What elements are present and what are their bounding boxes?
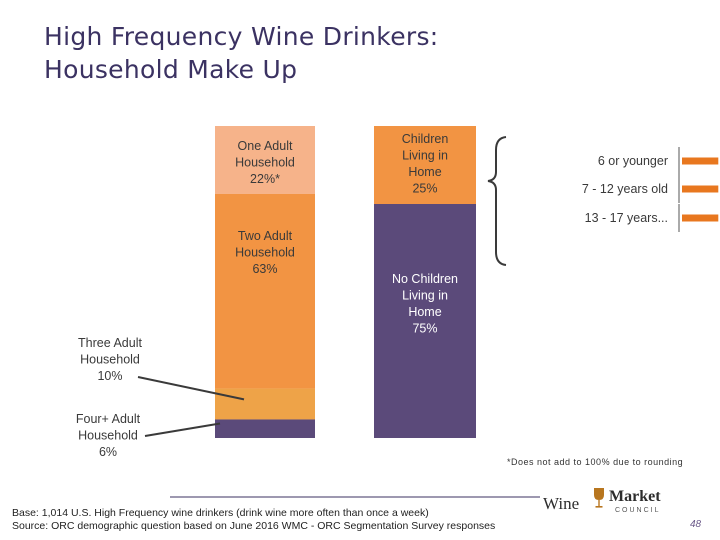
household-label-one-line: One Adult	[238, 139, 293, 153]
logo-wine-text: Wine	[543, 494, 580, 513]
age-category-label: 13 - 17 years...	[585, 211, 668, 225]
page-number: 48	[690, 519, 702, 530]
household-segment-one	[215, 126, 315, 194]
children-label-children-line: 25%	[412, 182, 437, 196]
children-label-nochildren: No Children Living in Home 75%	[392, 272, 458, 336]
household-label-two-line: 63%	[252, 262, 277, 276]
children-segment-children	[374, 126, 476, 204]
household-label-one-line: 22%*	[250, 172, 280, 186]
logo-council-text: COUNCIL	[615, 507, 661, 514]
wine-glass-icon	[594, 488, 604, 508]
children-label-children-line: Children	[402, 132, 449, 146]
children-label-nochildren-line: 75%	[412, 322, 437, 336]
household-label-three: Three Adult Household 10%	[78, 336, 142, 383]
leader-line-three	[137, 376, 245, 401]
leader-lines: Three Adult Household 10% Four+ Adult Househ…	[76, 336, 245, 459]
age-category-label: 7 - 12 years old	[582, 182, 668, 196]
household-label-one: One Adult Household 22%*	[235, 139, 295, 186]
children-label-children-line: Living in	[402, 149, 448, 163]
children-label-nochildren-line: No Children	[392, 272, 458, 286]
household-label-two: Two Adult Household 63%	[235, 229, 295, 276]
household-label-four-line: Four+ Adult	[76, 412, 141, 426]
wine-market-council-logo: Wine Market COUNCIL	[543, 485, 663, 521]
household-label-two-line: Household	[235, 245, 295, 259]
brace-shape	[487, 136, 507, 266]
age-bar	[682, 185, 719, 193]
household-label-one-line: Household	[235, 156, 295, 170]
household-size-bar: One Adult Household 22%* Two Adult Household…	[215, 126, 315, 438]
children-label-children: Children Living in Home 25%	[402, 132, 449, 196]
household-segment-four	[215, 419, 315, 438]
slide-title: High Frequency Wine Drinkers: Household …	[44, 22, 439, 84]
household-label-four-line: 6%	[99, 445, 117, 459]
footer: Base: 1,014 U.S. High Frequency wine dri…	[12, 507, 495, 533]
household-segment-three	[215, 388, 315, 420]
children-segment-nochildren	[374, 204, 476, 438]
rounding-note: *Does not add to 100% due to rounding	[507, 457, 683, 467]
children-bar: Children Living in Home 25% No Children Livin…	[374, 126, 476, 438]
logo-market-text: Market	[609, 488, 661, 505]
footer-base: Base: 1,014 U.S. High Frequency wine dri…	[12, 507, 429, 519]
household-label-three-line: Household	[80, 353, 140, 367]
children-label-children-line: Home	[408, 165, 441, 179]
leader-line-four	[144, 422, 221, 437]
age-bar	[682, 214, 719, 222]
age-bars: 6 or younger337 - 12 years old3313 - 17 …	[582, 147, 719, 232]
age-bar	[682, 157, 719, 165]
bracket-icon	[487, 136, 507, 266]
household-label-two-line: Two Adult	[238, 229, 293, 243]
children-label-nochildren-line: Home	[408, 305, 441, 319]
footer-source: Source: ORC demographic question based o…	[12, 520, 496, 532]
household-label-three-line: 10%	[97, 369, 122, 383]
household-segment-two	[215, 193, 315, 389]
household-label-four-line: Household	[78, 429, 138, 443]
household-label-three-line: Three Adult	[78, 336, 142, 350]
children-label-nochildren-line: Living in	[402, 289, 448, 303]
household-label-four: Four+ Adult Household 6%	[76, 412, 141, 459]
age-category-label: 6 or younger	[598, 154, 668, 168]
